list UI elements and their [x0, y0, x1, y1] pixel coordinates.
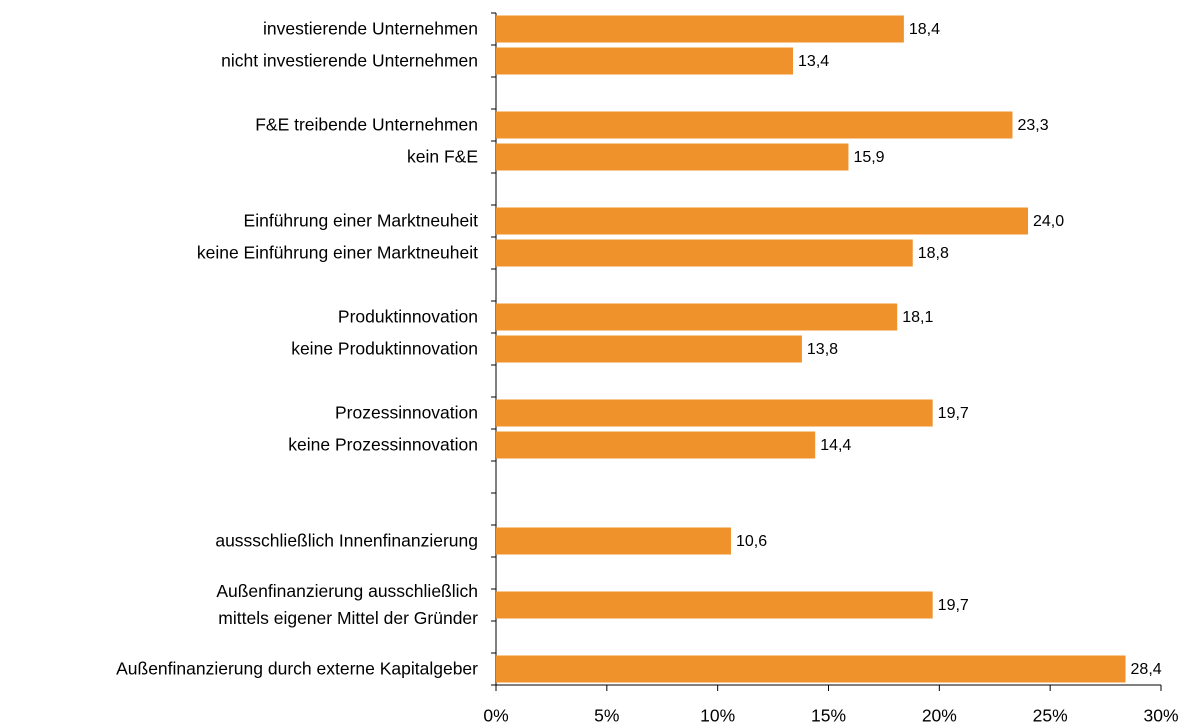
y-tick-label: Produktinnovation — [337, 306, 478, 327]
value-label: 19,7 — [938, 405, 969, 422]
value-label: 19,7 — [938, 597, 969, 614]
bar — [496, 431, 816, 459]
value-label: 23,3 — [1017, 117, 1048, 134]
bar — [496, 335, 802, 363]
y-tick-label: Einführung einer Marktneuheit — [243, 210, 478, 231]
value-label: 15,9 — [853, 149, 884, 166]
x-tick-label: 25% — [1033, 706, 1068, 724]
x-tick-label: 10% — [700, 706, 735, 724]
x-tick-label: 0% — [483, 706, 508, 724]
bar — [496, 239, 913, 267]
y-tick-label: F&E treibende Unternehmen — [255, 114, 478, 135]
x-tick-label: 15% — [811, 706, 846, 724]
y-tick-label: kein F&E — [407, 146, 478, 167]
value-label: 18,4 — [909, 21, 940, 38]
bar — [496, 399, 933, 427]
value-label: 10,6 — [736, 533, 767, 550]
value-label: 13,8 — [807, 341, 838, 358]
value-label: 13,4 — [798, 53, 829, 70]
value-label: 28,4 — [1131, 661, 1162, 678]
x-tick-label: 5% — [594, 706, 619, 724]
y-tick-label: aussschließlich Innenfinanzierung — [215, 530, 478, 551]
y-tick-label: keine Prozessinnovation — [288, 434, 478, 455]
y-tick-label: Außenfinanzierung durch externe Kapitalg… — [116, 658, 478, 679]
bar — [496, 47, 794, 75]
y-tick-label: Außenfinanzierung ausschließlich mittels… — [216, 581, 478, 628]
bar — [496, 143, 849, 171]
value-label: 24,0 — [1033, 213, 1064, 230]
bar — [496, 111, 1013, 139]
y-tick-label: nicht investierende Unternehmen — [221, 50, 478, 71]
y-tick-label: investierende Unternehmen — [263, 18, 478, 39]
y-tick-label: Prozessinnovation — [335, 402, 478, 423]
value-label: 14,4 — [820, 437, 851, 454]
bar — [496, 527, 731, 555]
y-tick-label: keine Einführung einer Marktneuheit — [196, 242, 478, 263]
bar — [496, 15, 904, 43]
y-tick-label: keine Produktinnovation — [291, 338, 478, 359]
x-tick-label: 30% — [1143, 706, 1178, 724]
bar — [496, 207, 1028, 235]
x-tick-label: 20% — [922, 706, 957, 724]
bar — [496, 591, 933, 619]
bar — [496, 655, 1126, 683]
value-label: 18,8 — [918, 245, 949, 262]
value-label: 18,1 — [902, 309, 933, 326]
bar — [496, 303, 898, 331]
